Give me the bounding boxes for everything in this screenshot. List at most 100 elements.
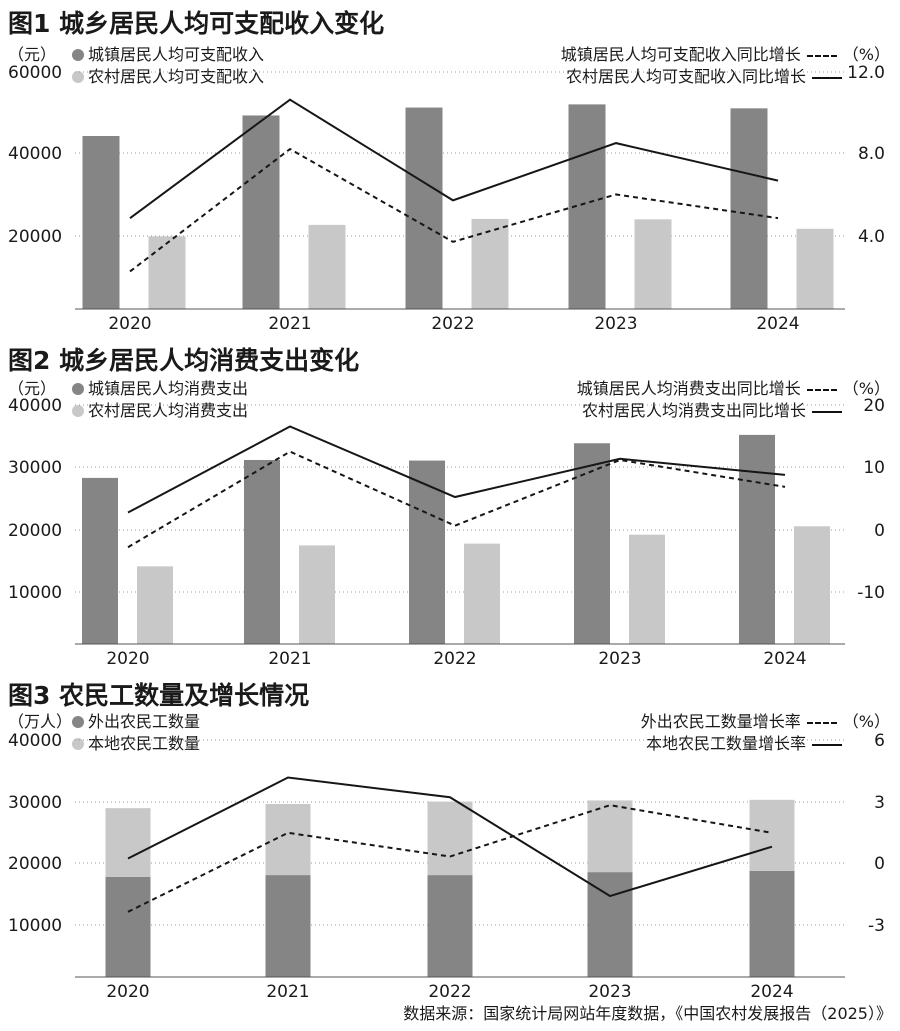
y2-tick-label: 20	[863, 396, 885, 416]
x-tick-label: 2024	[756, 314, 799, 334]
chart-3-legend-bar1-label: 外出农民工数量	[88, 712, 201, 731]
chart-2-left-unit: （元）	[8, 379, 57, 398]
y-tick-label: 10000	[8, 916, 62, 936]
chart-2-legend-line2-label: 农村居民人均消费支出同比增长	[581, 401, 806, 420]
chart-2-legend-bar2-label: 农村居民人均消费支出	[88, 401, 249, 420]
y2-tick-label: 8.0	[858, 144, 885, 164]
chart-3-legend-line1: 外出农民工数量增长率 （%）	[641, 708, 890, 732]
x-tick-label: 2023	[588, 982, 631, 1002]
bar-urban	[82, 477, 118, 644]
x-tick-label: 2022	[431, 314, 474, 334]
x-tick-label: 2020	[106, 982, 149, 1002]
y-tick-label: 40000	[8, 396, 62, 416]
bar-urban	[242, 115, 280, 309]
y-tick-label: 10000	[8, 583, 62, 603]
y2-tick-label: 3	[874, 793, 885, 813]
y-tick-label: 30000	[8, 793, 62, 813]
dashed-line-icon	[806, 388, 837, 391]
chart-3-legend-bar2: 本地农民工数量	[72, 730, 200, 754]
y2-tick-label: -3	[868, 916, 885, 936]
bar-rural	[137, 566, 173, 644]
bar-rural	[796, 228, 834, 309]
x-tick-label: 2022	[428, 982, 471, 1002]
x-tick-label: 2021	[268, 314, 311, 334]
bar-urban	[730, 108, 768, 309]
dark-dot-icon	[72, 716, 84, 728]
y-tick-label: 40000	[8, 144, 62, 164]
light-dot-icon	[72, 738, 84, 750]
bar-local	[749, 799, 795, 871]
x-tick-label: 2021	[266, 982, 309, 1002]
chart-1-legend-line2-label: 农村居民人均可支配收入同比增长	[565, 67, 806, 86]
chart-2-title: 图2 城乡居民人均消费支出变化	[8, 346, 360, 375]
series-line-dashed	[127, 804, 773, 913]
x-tick-label: 2023	[598, 649, 641, 669]
bar-rural	[464, 543, 500, 644]
x-tick-label: 2020	[108, 314, 151, 334]
y2-tick-label: 12.0	[847, 63, 885, 83]
chart-3-legend-line1-label: 外出农民工数量增长率	[640, 712, 801, 731]
dark-dot-icon	[72, 383, 84, 395]
bar-urban	[739, 434, 775, 644]
x-tick-label: 2020	[106, 649, 149, 669]
series-line-solid	[127, 425, 786, 514]
bar-outbound	[427, 875, 473, 977]
x-tick-label: 2021	[268, 649, 311, 669]
chart-1-legend-bar2-label: 农村居民人均可支配收入	[88, 67, 265, 86]
chart-1-legend-line2: 农村居民人均可支配收入同比增长	[566, 63, 848, 87]
chart-3-right-unit: （%）	[842, 712, 890, 731]
chart-3-left-unit: （万人）	[8, 712, 73, 731]
bar-rural	[148, 236, 186, 309]
chart-2-legend-line1-label: 城镇居民人均消费支出同比增长	[576, 379, 801, 398]
chart-2-legend-bar1-label: 城镇居民人均消费支出	[88, 379, 249, 398]
y2-tick-label: 4.0	[858, 227, 885, 247]
chart-1-legend-bar2: 农村居民人均可支配收入	[72, 63, 264, 87]
chart-3-legend-line2: 本地农民工数量增长率	[646, 730, 848, 754]
chart-1-legend-line1: 城镇居民人均可支配收入同比增长 （%）	[561, 41, 890, 65]
bar-rural	[299, 545, 335, 644]
series-line-solid	[127, 776, 773, 898]
y2-tick-label: 0	[874, 521, 885, 541]
chart-3-title: 图3 农民工数量及增长情况	[8, 681, 310, 710]
y-tick-label: 40000	[8, 731, 62, 751]
chart-1-legend-line1-label: 城镇居民人均可支配收入同比增长	[560, 45, 801, 64]
y-tick-label: 20000	[8, 521, 62, 541]
chart-2-right-unit: （%）	[842, 379, 890, 398]
x-tick-label: 2024	[750, 982, 793, 1002]
chart-2-legend-bar2: 农村居民人均消费支出	[72, 397, 248, 421]
chart-1-title: 图1 城乡居民人均可支配收入变化	[8, 9, 385, 38]
x-tick-label: 2024	[763, 649, 806, 669]
y2-tick-label: 10	[863, 458, 885, 478]
chart-2-legend-line1: 城镇居民人均消费支出同比增长 （%）	[577, 375, 890, 399]
bar-urban	[409, 460, 445, 644]
y-tick-label: 20000	[8, 227, 62, 247]
y-tick-label: 30000	[8, 458, 62, 478]
bar-local	[265, 803, 311, 876]
bar-urban	[568, 104, 606, 309]
y2-tick-label: 6	[874, 731, 885, 751]
bar-urban	[244, 459, 280, 644]
x-tick-label: 2022	[433, 649, 476, 669]
chart-1-legend-bar1-label: 城镇居民人均可支配收入	[88, 45, 265, 64]
y-tick-label: 20000	[8, 854, 62, 874]
x-tick-label: 2023	[594, 314, 637, 334]
dark-dot-icon	[72, 49, 84, 61]
chart-1-left-unit: （元）	[8, 45, 57, 64]
series-line-dashed	[129, 147, 779, 273]
chart-2-legend-bar1: 城镇居民人均消费支出	[72, 375, 248, 399]
bar-urban	[574, 443, 610, 644]
bar-outbound	[265, 875, 311, 977]
bar-urban	[82, 135, 120, 309]
bar-rural	[629, 534, 665, 644]
solid-line-icon	[812, 743, 842, 746]
series-line-dashed	[127, 450, 786, 549]
bar-rural	[471, 218, 509, 309]
bar-local	[427, 801, 473, 876]
chart-1-right-unit: （%）	[842, 45, 890, 64]
bar-urban	[405, 107, 443, 309]
light-dot-icon	[72, 71, 84, 83]
solid-line-icon	[812, 410, 842, 413]
